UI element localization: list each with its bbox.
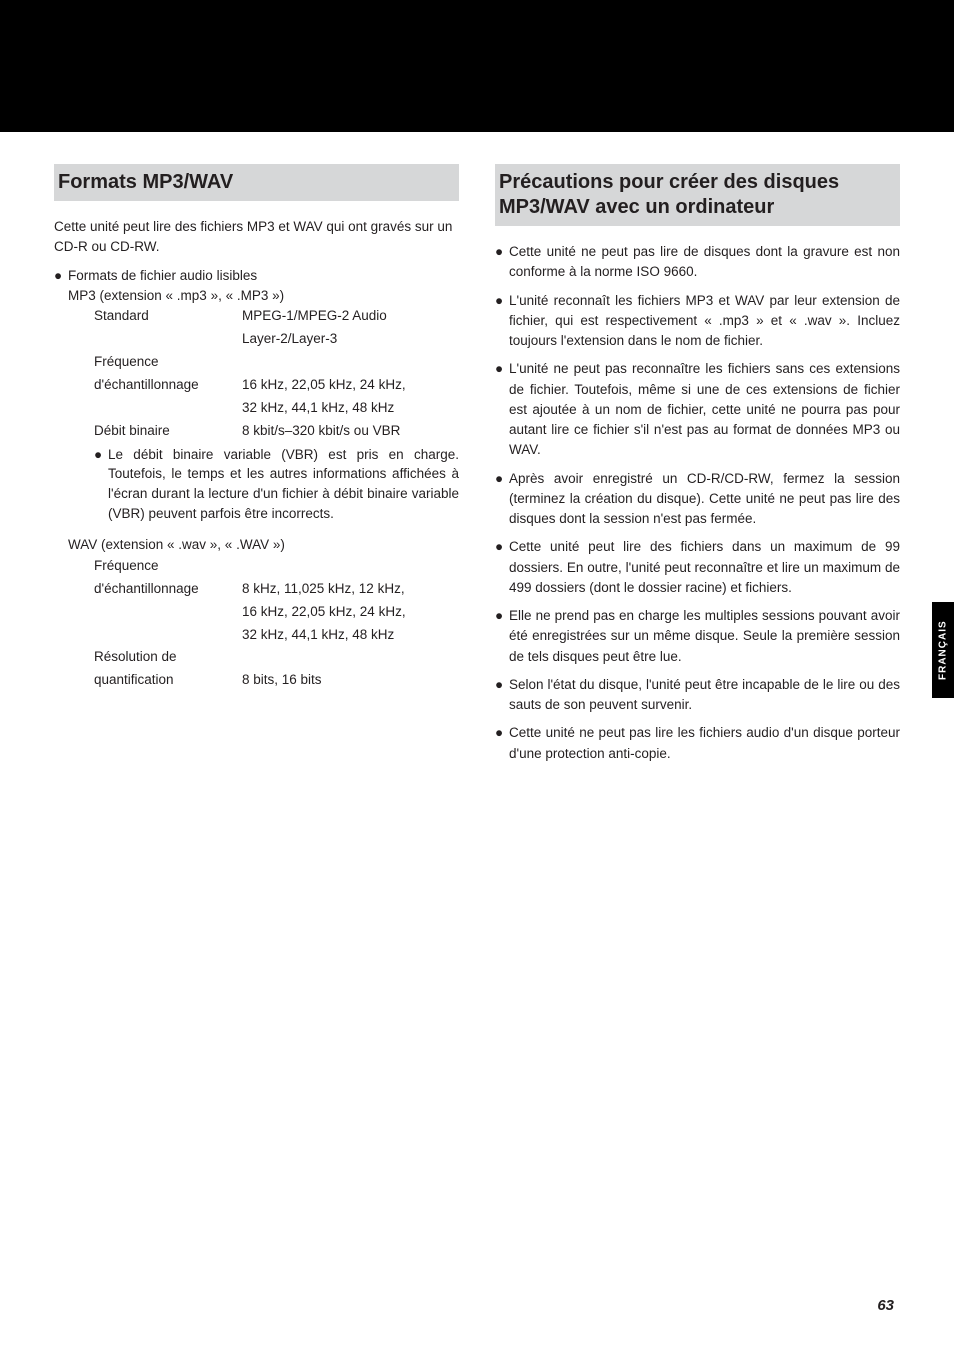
spec-value: 8 bits, 16 bits xyxy=(242,669,459,692)
spec-row: Fréquence xyxy=(94,555,459,578)
spec-label: Standard xyxy=(94,305,242,328)
formats-bullet: ● Formats de fichier audio lisibles xyxy=(54,266,459,286)
spec-label xyxy=(94,328,242,351)
mp3-note-text: Le débit binaire variable (VBR) est pris… xyxy=(108,445,459,523)
spec-value: MPEG-1/MPEG-2 Audio xyxy=(242,305,459,328)
bullet-icon: ● xyxy=(495,606,509,667)
bullet-icon: ● xyxy=(495,291,509,352)
wav-title: WAV (extension « .wav », « .WAV ») xyxy=(68,535,459,555)
spec-row: d'échantillonnage16 kHz, 22,05 kHz, 24 k… xyxy=(94,374,459,397)
spec-row: quantification8 bits, 16 bits xyxy=(94,669,459,692)
bullet-icon: ● xyxy=(495,537,509,598)
bullet-icon: ● xyxy=(495,469,509,530)
list-item: ●Cette unité ne peut pas lire de disques… xyxy=(495,242,900,283)
spec-row: StandardMPEG-1/MPEG-2 Audio xyxy=(94,305,459,328)
spec-value: 16 kHz, 22,05 kHz, 24 kHz, xyxy=(242,374,459,397)
right-heading: Précautions pour créer des disques MP3/W… xyxy=(495,164,900,226)
spec-value xyxy=(242,351,459,374)
spec-value xyxy=(242,646,459,669)
spec-label: d'échantillonnage xyxy=(94,374,242,397)
bullet-icon: ● xyxy=(495,723,509,764)
spec-row: Résolution de xyxy=(94,646,459,669)
spec-row: 32 kHz, 44,1 kHz, 48 kHz xyxy=(94,397,459,420)
bullet-icon: ● xyxy=(54,266,68,286)
spec-value: 16 kHz, 22,05 kHz, 24 kHz, xyxy=(242,601,459,624)
header-black-band xyxy=(0,0,954,132)
list-item: ●Cette unité peut lire des fichiers dans… xyxy=(495,537,900,598)
spec-row: Fréquence xyxy=(94,351,459,374)
page-number: 63 xyxy=(877,1297,894,1314)
list-item: ●Cette unité ne peut pas lire les fichie… xyxy=(495,723,900,764)
spec-label: Résolution de xyxy=(94,646,242,669)
spec-value: 32 kHz, 44,1 kHz, 48 kHz xyxy=(242,397,459,420)
list-item: ●Après avoir enregistré un CD-R/CD-RW, f… xyxy=(495,469,900,530)
spec-row: d'échantillonnage8 kHz, 11,025 kHz, 12 k… xyxy=(94,578,459,601)
mp3-note: ● Le débit binaire variable (VBR) est pr… xyxy=(94,445,459,523)
list-text: L'unité reconnaît les fichiers MP3 et WA… xyxy=(509,291,900,352)
bullet-icon: ● xyxy=(94,445,108,523)
bullet-icon: ● xyxy=(495,242,509,283)
precautions-list: ●Cette unité ne peut pas lire de disques… xyxy=(495,242,900,764)
spec-value: 32 kHz, 44,1 kHz, 48 kHz xyxy=(242,624,459,647)
spec-label: Fréquence xyxy=(94,351,242,374)
left-column: Formats MP3/WAV Cette unité peut lire de… xyxy=(54,164,459,772)
spec-label: quantification xyxy=(94,669,242,692)
spec-row: Layer-2/Layer-3 xyxy=(94,328,459,351)
spec-value: 8 kbit/s–320 kbit/s ou VBR xyxy=(242,420,459,443)
page-content: Formats MP3/WAV Cette unité peut lire de… xyxy=(0,132,954,772)
mp3-title: MP3 (extension « .mp3 », « .MP3 ») xyxy=(68,286,459,306)
spec-label xyxy=(94,624,242,647)
formats-label: Formats de fichier audio lisibles xyxy=(68,266,459,286)
spec-label xyxy=(94,601,242,624)
bullet-icon: ● xyxy=(495,675,509,716)
spec-row: Débit binaire8 kbit/s–320 kbit/s ou VBR xyxy=(94,420,459,443)
spec-label xyxy=(94,397,242,420)
spec-row: 16 kHz, 22,05 kHz, 24 kHz, xyxy=(94,601,459,624)
left-intro: Cette unité peut lire des fichiers MP3 e… xyxy=(54,217,459,256)
list-text: L'unité ne peut pas reconnaître les fich… xyxy=(509,359,900,460)
right-column: Précautions pour créer des disques MP3/W… xyxy=(495,164,900,772)
list-item: ●Elle ne prend pas en charge les multipl… xyxy=(495,606,900,667)
language-tab: FRANÇAIS xyxy=(932,602,954,698)
spec-value xyxy=(242,555,459,578)
spec-label: d'échantillonnage xyxy=(94,578,242,601)
spec-value: Layer-2/Layer-3 xyxy=(242,328,459,351)
wav-spec-table: Fréquence d'échantillonnage8 kHz, 11,025… xyxy=(94,555,459,693)
mp3-spec-table: StandardMPEG-1/MPEG-2 Audio Layer-2/Laye… xyxy=(94,305,459,443)
list-item: ●Selon l'état du disque, l'unité peut êt… xyxy=(495,675,900,716)
list-text: Cette unité ne peut pas lire les fichier… xyxy=(509,723,900,764)
list-text: Après avoir enregistré un CD-R/CD-RW, fe… xyxy=(509,469,900,530)
spec-value: 8 kHz, 11,025 kHz, 12 kHz, xyxy=(242,578,459,601)
list-item: ●L'unité reconnaît les fichiers MP3 et W… xyxy=(495,291,900,352)
list-text: Cette unité peut lire des fichiers dans … xyxy=(509,537,900,598)
list-text: Cette unité ne peut pas lire de disques … xyxy=(509,242,900,283)
spec-row: 32 kHz, 44,1 kHz, 48 kHz xyxy=(94,624,459,647)
left-heading: Formats MP3/WAV xyxy=(54,164,459,201)
spec-label: Fréquence xyxy=(94,555,242,578)
list-item: ●L'unité ne peut pas reconnaître les fic… xyxy=(495,359,900,460)
spec-label: Débit binaire xyxy=(94,420,242,443)
bullet-icon: ● xyxy=(495,359,509,460)
list-text: Selon l'état du disque, l'unité peut êtr… xyxy=(509,675,900,716)
list-text: Elle ne prend pas en charge les multiple… xyxy=(509,606,900,667)
